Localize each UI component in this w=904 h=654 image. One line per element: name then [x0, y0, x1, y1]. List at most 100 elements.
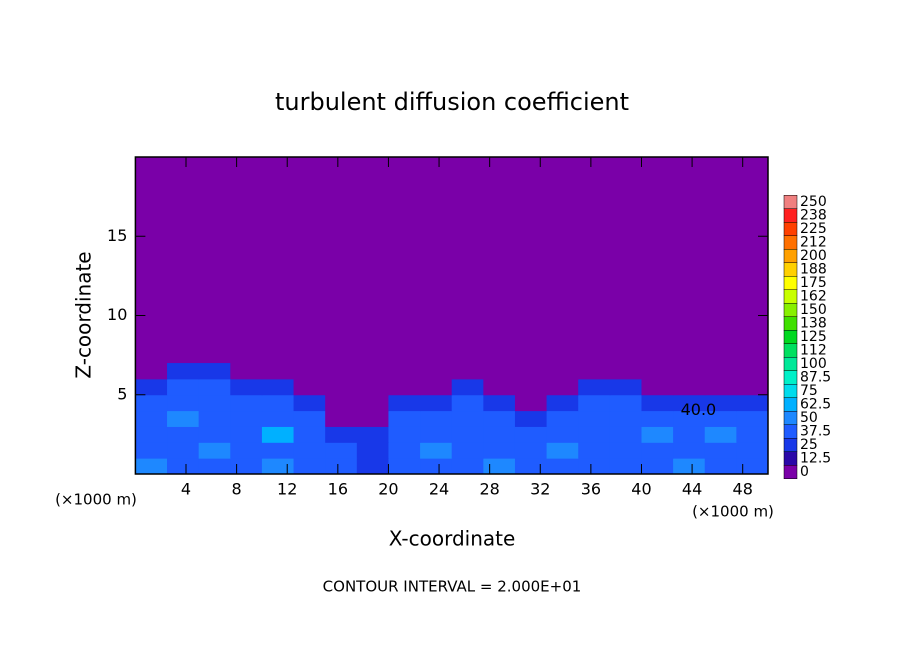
cell [135, 378, 168, 396]
cell [230, 363, 263, 380]
x-tick-label: 8 [232, 480, 242, 499]
cell [514, 458, 548, 475]
cell [578, 426, 611, 443]
cell [704, 458, 737, 475]
y-tick-label: 5 [117, 384, 127, 403]
cell [483, 394, 516, 412]
cell [609, 458, 642, 475]
cell [293, 410, 326, 427]
cell [483, 426, 516, 443]
cell [293, 394, 326, 412]
colorbar-box [783, 384, 798, 398]
cell [135, 394, 168, 412]
colorbar-box [783, 370, 798, 385]
cell [483, 458, 516, 475]
x-tick-label: 28 [479, 480, 499, 499]
colorbar-box [783, 316, 798, 331]
cell [230, 410, 263, 427]
cell [167, 394, 200, 412]
colorbar-box [783, 222, 798, 236]
cell [451, 378, 484, 396]
colorbar-label: 125 [800, 329, 827, 345]
cell [736, 378, 769, 396]
colorbar-label: 62.5 [800, 397, 831, 413]
cell [514, 426, 548, 443]
x-tick-label: 32 [530, 480, 550, 499]
colorbar-label: 225 [800, 221, 827, 237]
x-tick-label: 40 [631, 480, 651, 499]
colorbar-box [783, 276, 798, 290]
cell [546, 410, 579, 427]
colorbar-label: 138 [800, 316, 827, 332]
cell [356, 442, 389, 459]
cell [261, 394, 295, 412]
cell [736, 458, 769, 475]
cell [388, 426, 421, 443]
y-axis-label: Z-coordinate [72, 251, 96, 378]
cell [230, 426, 263, 443]
colorbar-label: 25 [800, 437, 818, 453]
cell [673, 394, 706, 412]
y-unit-label: (×1000 m) [692, 503, 774, 521]
colorbar-box [783, 343, 798, 358]
cell [514, 378, 548, 396]
cell [704, 426, 737, 443]
cell [198, 394, 231, 412]
footnote: CONTOUR INTERVAL = 2.000E+01 [323, 578, 582, 596]
colorbar-box [783, 289, 798, 304]
colorbar-label: 75 [800, 383, 818, 399]
cell [546, 394, 579, 412]
cell [388, 394, 421, 412]
x-tick-label: 36 [581, 480, 601, 499]
cell [673, 458, 706, 475]
cell [578, 378, 611, 396]
cell [578, 363, 611, 380]
cell [578, 458, 611, 475]
colorbar-label: 12.5 [800, 451, 831, 467]
cell [736, 410, 769, 427]
cell [230, 394, 263, 412]
cell [483, 410, 516, 427]
colorbar-box [783, 411, 798, 425]
cell [451, 458, 484, 475]
cell [578, 442, 611, 459]
cell [704, 442, 737, 459]
colorbar-label: 212 [800, 235, 827, 251]
cell [135, 458, 168, 475]
x-tick-label: 48 [733, 480, 753, 499]
y-tick-label: 10 [107, 305, 127, 324]
cell [578, 410, 611, 427]
cell [230, 458, 263, 475]
cell [356, 410, 389, 427]
cell [167, 442, 200, 459]
colorbar-label: 188 [800, 262, 827, 278]
cell [325, 410, 358, 427]
cell [451, 426, 484, 443]
cell [388, 363, 421, 380]
cell [641, 410, 674, 427]
x-tick-label: 12 [277, 480, 297, 499]
colorbar-box [783, 195, 798, 209]
cell [704, 394, 737, 412]
colorbar-label: 250 [800, 194, 827, 210]
colorbar-label: 0 [800, 464, 809, 480]
cell [293, 378, 326, 396]
cell [261, 378, 295, 396]
cell [356, 394, 389, 412]
colorbar-label: 37.5 [800, 424, 831, 440]
cell [736, 394, 769, 412]
cell [546, 426, 579, 443]
cell [514, 442, 548, 459]
cell [514, 394, 548, 412]
cell [609, 426, 642, 443]
cell [167, 426, 200, 443]
cell [704, 378, 737, 396]
colorbar-label: 175 [800, 275, 827, 291]
cell [388, 378, 421, 396]
cell [261, 458, 295, 475]
colorbar-box [783, 235, 798, 250]
cell [609, 394, 642, 412]
colorbar-box [783, 438, 798, 452]
cell [514, 363, 548, 380]
colorbar-box [783, 465, 798, 479]
